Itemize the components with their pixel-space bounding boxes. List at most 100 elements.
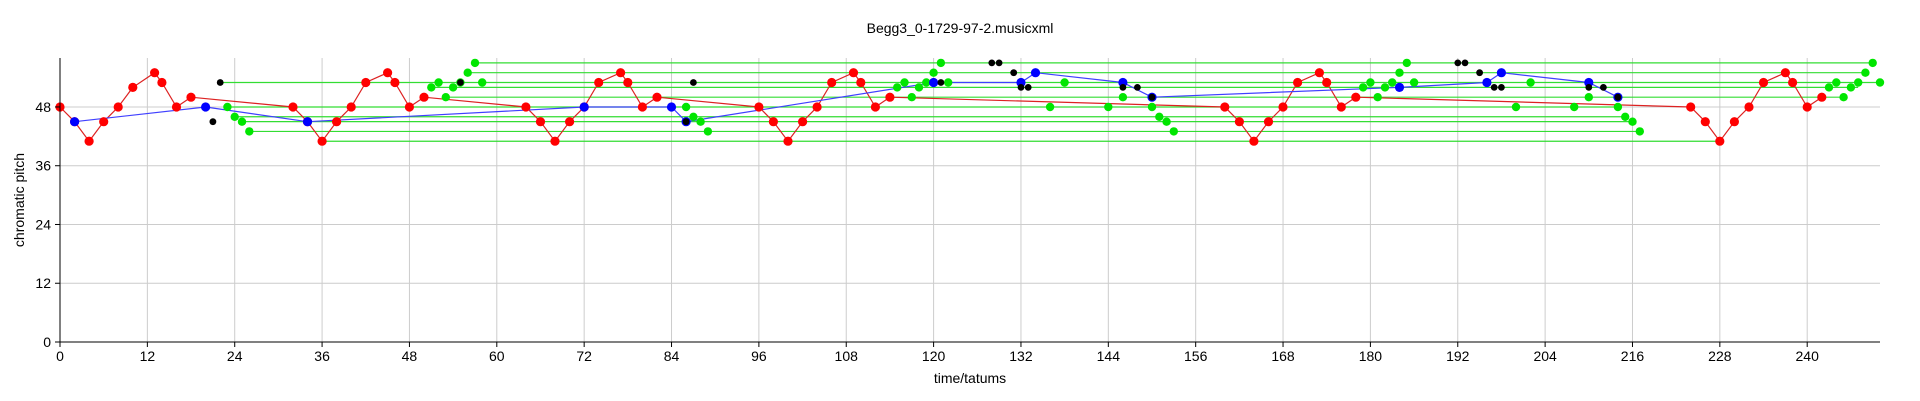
black-point — [1119, 84, 1127, 91]
red-point — [652, 92, 662, 102]
y-tick-label: 24 — [35, 216, 51, 232]
red-point — [404, 102, 414, 112]
y-ticks: 0 12 24 36 48 — [35, 99, 60, 350]
x-tick-label: 192 — [1446, 348, 1470, 364]
grid — [60, 58, 1880, 342]
red-point — [616, 68, 626, 78]
red-point — [84, 136, 94, 146]
blue-point — [1016, 77, 1026, 88]
series-lines — [59, 71, 1823, 143]
green-point — [1861, 68, 1870, 77]
green-point — [1628, 117, 1637, 126]
green-point — [448, 83, 458, 92]
red-point — [99, 117, 109, 127]
green-point — [922, 78, 931, 87]
red-point — [1278, 102, 1288, 112]
green-point — [1104, 102, 1113, 112]
green-point — [1373, 93, 1382, 102]
y-axis-label: chromatic pitch — [11, 153, 27, 247]
horizontal-lines — [220, 62, 1880, 142]
x-axis-label: time/tatums — [934, 370, 1006, 386]
x-tick-label: 120 — [922, 348, 946, 364]
red-point — [1744, 102, 1754, 112]
red-point — [885, 92, 895, 102]
black-point — [1461, 59, 1469, 67]
red-point — [754, 102, 764, 112]
red-point — [1322, 77, 1332, 88]
black-point — [216, 79, 224, 86]
green-point — [478, 78, 487, 87]
green-point — [1162, 117, 1171, 126]
red-point — [812, 102, 822, 112]
green-point — [1584, 93, 1594, 102]
blue-point — [1496, 68, 1506, 78]
blue-series-line — [74, 72, 1619, 123]
green-point — [914, 83, 924, 92]
green-point — [1570, 102, 1579, 112]
red-point — [1293, 77, 1303, 88]
red-point — [623, 77, 633, 88]
green-point — [1526, 78, 1535, 87]
green-point — [1169, 127, 1179, 136]
red-point — [637, 102, 648, 112]
green-point — [929, 68, 938, 77]
x-tick-label: 228 — [1708, 348, 1732, 364]
x-tick-label: 180 — [1359, 348, 1383, 364]
green-point — [1868, 58, 1877, 68]
green-point — [1839, 93, 1848, 102]
x-tick-label: 132 — [1009, 348, 1033, 364]
red-point — [565, 117, 575, 127]
blue-point — [1030, 68, 1041, 78]
green-point — [696, 117, 705, 126]
x-tick-label: 72 — [576, 348, 592, 364]
red-point — [1788, 77, 1798, 88]
black-point — [937, 79, 945, 86]
red-point — [1234, 117, 1244, 127]
red-point — [848, 68, 859, 78]
red-point — [1817, 92, 1827, 102]
x-tick-label: 240 — [1796, 348, 1820, 364]
red-point — [361, 77, 371, 88]
black-point — [1600, 84, 1607, 91]
black-point — [1454, 59, 1462, 67]
green-point — [1875, 78, 1885, 87]
blue-point — [1584, 77, 1594, 88]
x-tick-label: 0 — [56, 348, 64, 364]
green-point — [1621, 112, 1630, 122]
green-point — [427, 83, 436, 92]
x-tick-label: 12 — [140, 348, 156, 364]
green-point — [245, 127, 254, 136]
x-tick-label: 36 — [314, 348, 330, 364]
data-points — [55, 58, 1885, 146]
green-point — [900, 78, 909, 87]
green-point — [1045, 102, 1055, 112]
black-point — [1476, 69, 1483, 77]
red-point — [1249, 136, 1259, 146]
black-point — [1490, 84, 1498, 91]
red-point — [113, 102, 123, 112]
green-point — [681, 102, 691, 112]
black-point — [1017, 84, 1025, 91]
green-point — [1147, 102, 1157, 112]
blue-point — [579, 102, 589, 112]
black-point — [1024, 84, 1032, 91]
black-point — [1498, 84, 1505, 91]
blue-point — [1394, 82, 1405, 92]
red-point — [1758, 77, 1769, 88]
black-point — [1134, 84, 1141, 91]
red-point — [870, 102, 881, 112]
x-tick-label: 204 — [1533, 348, 1557, 364]
y-tick-label: 36 — [35, 158, 51, 174]
green-point — [1380, 83, 1390, 92]
green-point — [1358, 83, 1368, 92]
red-point — [1336, 102, 1346, 112]
x-tick-label: 24 — [227, 348, 243, 364]
x-ticks: 0 12 24 36 48 60 72 84 96 108 120 132 144 156 168 180 19… — [56, 342, 1819, 364]
green-point — [689, 112, 698, 122]
y-tick-label: 48 — [35, 99, 51, 115]
green-point — [1060, 78, 1069, 87]
red-point — [346, 102, 356, 112]
y-tick-label: 0 — [43, 334, 51, 350]
blue-point — [1118, 77, 1128, 88]
green-point — [1388, 78, 1397, 87]
